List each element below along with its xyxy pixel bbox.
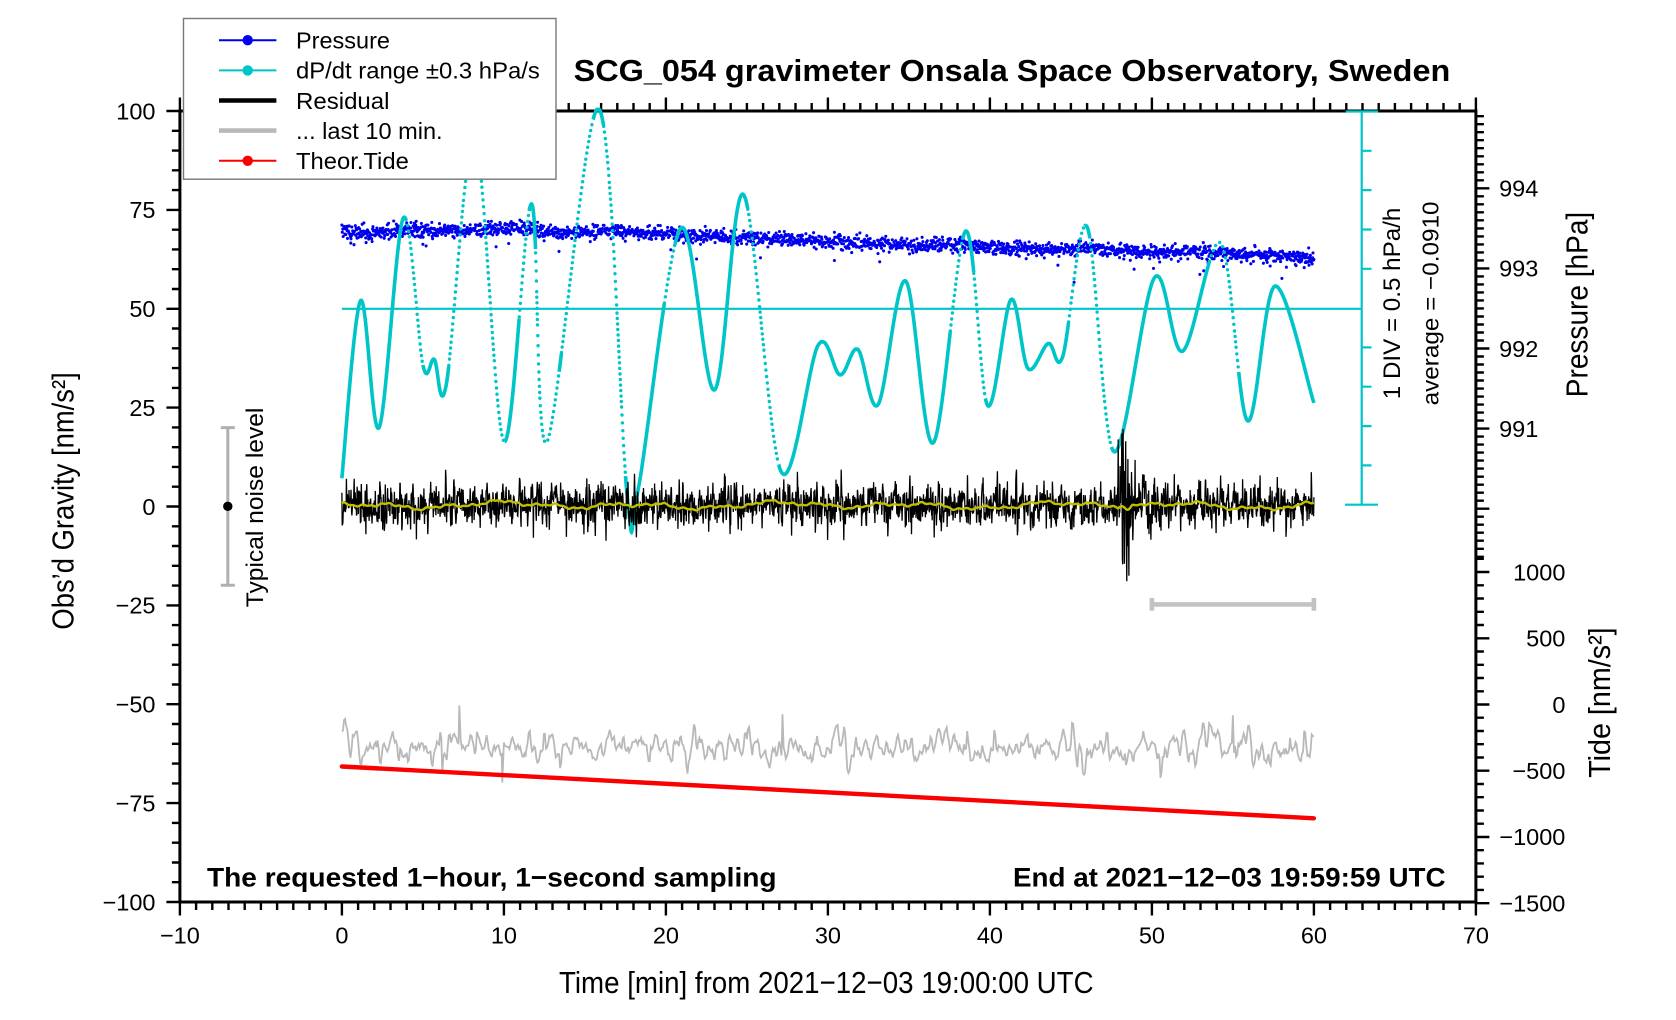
svg-text:End at 2021−12−03 19:59:59 UTC: End at 2021−12−03 19:59:59 UTC [1013, 863, 1446, 893]
svg-text:75: 75 [129, 197, 155, 223]
svg-text:Theor.Tide: Theor.Tide [296, 148, 409, 174]
svg-text:−75: −75 [116, 790, 156, 816]
svg-text:30: 30 [815, 922, 841, 948]
svg-text:10: 10 [491, 922, 517, 948]
svg-text:dP/dt range ±0.3 hPa/s: dP/dt range ±0.3 hPa/s [296, 58, 540, 84]
svg-text:Pressure [hPa]: Pressure [hPa] [1560, 212, 1595, 397]
svg-text:991: 991 [1499, 416, 1538, 442]
svg-text:992: 992 [1499, 336, 1538, 362]
svg-text:average = −0.0910: average = −0.0910 [1418, 202, 1444, 406]
svg-text:Typical noise level: Typical noise level [242, 408, 269, 608]
svg-text:−1500: −1500 [1499, 891, 1565, 917]
svg-text:−10: −10 [160, 922, 200, 948]
svg-text:−100: −100 [103, 889, 156, 915]
svg-text:−50: −50 [116, 692, 156, 718]
svg-text:0: 0 [335, 922, 348, 948]
svg-text:1 DIV = 0.5 hPa/h: 1 DIV = 0.5 hPa/h [1379, 208, 1406, 400]
svg-text:500: 500 [1526, 626, 1565, 652]
svg-text:40: 40 [977, 922, 1003, 948]
svg-text:The requested 1−hour, 1−second: The requested 1−hour, 1−second sampling [207, 863, 777, 893]
svg-text:Pressure: Pressure [296, 28, 390, 54]
svg-text:SCG_054 gravimeter Onsala Spac: SCG_054 gravimeter Onsala Space Observat… [574, 53, 1451, 88]
svg-text:60: 60 [1301, 922, 1327, 948]
svg-text:... last 10 min.: ... last 10 min. [296, 118, 443, 144]
svg-text:Time [min] from 2021−12−03 19:: Time [min] from 2021−12−03 19:00:00 UTC [559, 965, 1094, 1000]
svg-text:−500: −500 [1512, 758, 1565, 784]
svg-text:Obs’d Gravity [nm/s²]: Obs’d Gravity [nm/s²] [46, 372, 81, 629]
svg-text:50: 50 [129, 296, 155, 322]
svg-text:100: 100 [116, 98, 155, 124]
svg-text:Tide [nm/s²]: Tide [nm/s²] [1582, 627, 1617, 777]
svg-text:1000: 1000 [1513, 559, 1565, 585]
svg-text:−25: −25 [116, 593, 156, 619]
svg-text:993: 993 [1499, 256, 1538, 282]
svg-text:25: 25 [129, 395, 155, 421]
svg-text:0: 0 [142, 494, 155, 520]
svg-text:0: 0 [1552, 692, 1565, 718]
svg-text:−1000: −1000 [1499, 824, 1565, 850]
svg-text:50: 50 [1139, 922, 1165, 948]
svg-text:20: 20 [653, 922, 679, 948]
svg-text:70: 70 [1463, 922, 1489, 948]
svg-text:994: 994 [1499, 176, 1538, 202]
svg-text:Residual: Residual [296, 88, 390, 114]
